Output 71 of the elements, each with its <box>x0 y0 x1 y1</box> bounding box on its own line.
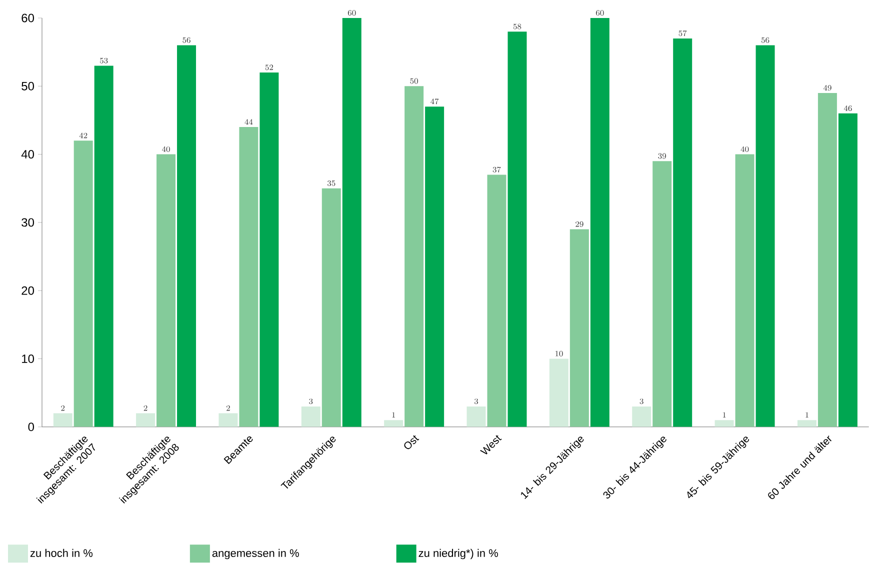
bar <box>404 86 424 427</box>
data-label: 50 <box>410 78 418 84</box>
data-label: 29 <box>576 221 584 227</box>
data-label: 46 <box>844 106 852 112</box>
data-label: 1 <box>722 412 726 418</box>
data-label: 49 <box>823 85 832 91</box>
data-label: 40 <box>740 146 749 152</box>
bar <box>53 413 72 427</box>
bar <box>136 413 156 427</box>
bar <box>218 413 238 427</box>
data-label: 56 <box>182 37 190 43</box>
bar <box>756 45 775 427</box>
data-label: 1 <box>806 412 808 418</box>
data-label: 2 <box>61 405 65 411</box>
data-label: 53 <box>100 58 108 64</box>
data-label: 3 <box>474 398 478 404</box>
y-tick-label: 20 <box>22 286 34 295</box>
bar <box>260 72 279 427</box>
data-label: 3 <box>309 398 313 404</box>
y-tick-label: 40 <box>21 150 34 159</box>
bar <box>156 154 176 427</box>
data-label: 10 <box>555 350 563 356</box>
data-label: 52 <box>265 64 274 70</box>
data-label: 39 <box>658 153 666 159</box>
y-tick-label: 50 <box>22 82 34 90</box>
bar <box>508 32 527 427</box>
bar <box>94 66 114 427</box>
bar <box>590 18 610 427</box>
bar <box>673 38 692 427</box>
bar <box>549 358 568 427</box>
data-label: 58 <box>513 24 522 30</box>
bar <box>177 45 196 427</box>
legend-label: zu hoch in % <box>30 548 93 558</box>
bar <box>838 113 858 427</box>
legend-label: zu niedrig*) in % <box>418 548 498 560</box>
data-label: 60 <box>596 10 604 16</box>
bar <box>239 127 258 427</box>
y-tick-label: 10 <box>22 354 34 364</box>
x-tick-label: Ost <box>404 435 420 450</box>
data-label: 44 <box>244 119 253 125</box>
bar <box>570 229 589 427</box>
data-label: 37 <box>492 166 501 172</box>
bar <box>466 406 486 427</box>
bar <box>425 106 444 427</box>
bar <box>301 406 320 427</box>
data-label: 2 <box>144 405 148 411</box>
data-label: 3 <box>640 398 644 404</box>
y-tick-label: 0 <box>28 422 34 432</box>
bar <box>342 18 362 427</box>
data-label: 1 <box>392 412 396 418</box>
legend-label: angemessen in % <box>212 548 299 560</box>
bar <box>632 406 652 427</box>
y-tick-label: 30 <box>22 218 34 227</box>
bar <box>818 93 837 427</box>
data-label: 47 <box>430 98 439 104</box>
data-label: 42 <box>79 132 88 138</box>
data-label: 60 <box>348 10 356 16</box>
bar <box>384 420 404 427</box>
data-label: 35 <box>327 180 336 186</box>
bar <box>735 154 754 427</box>
bar <box>74 140 93 427</box>
bar <box>797 420 816 427</box>
y-tick-label: 60 <box>22 14 34 22</box>
bar <box>322 188 341 427</box>
data-label: 2 <box>226 405 230 411</box>
data-label: 56 <box>761 37 770 43</box>
data-label: 40 <box>162 146 170 152</box>
bar <box>487 174 506 427</box>
data-label: 57 <box>678 30 687 36</box>
bar <box>714 420 734 427</box>
bar <box>652 161 672 427</box>
